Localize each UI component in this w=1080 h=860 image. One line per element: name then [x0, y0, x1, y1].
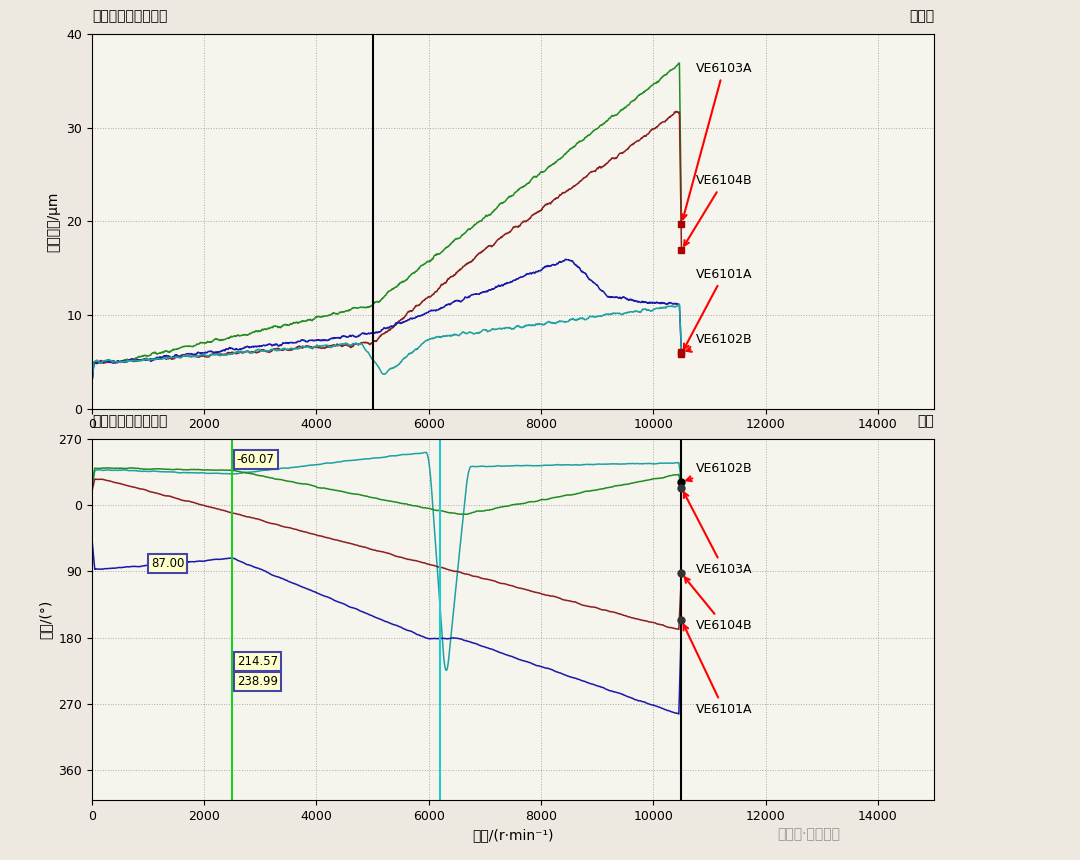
Text: VE6102B: VE6102B: [686, 462, 752, 482]
Text: VE6101A: VE6101A: [684, 267, 752, 349]
Text: VE6103A: VE6103A: [681, 62, 752, 219]
Text: 乙烯装置乙烯压缩机: 乙烯装置乙烯压缩机: [92, 414, 167, 427]
Text: VE6101A: VE6101A: [684, 625, 752, 716]
Y-axis label: 振动位移/μm: 振动位移/μm: [46, 191, 60, 252]
Text: VE6103A: VE6103A: [684, 493, 752, 575]
Text: 87.00: 87.00: [151, 557, 185, 570]
Text: 214.57: 214.57: [237, 654, 278, 667]
Text: 公众号·超级石化: 公众号·超级石化: [778, 827, 840, 841]
Y-axis label: 相位/(°): 相位/(°): [39, 599, 53, 639]
Text: -60.07: -60.07: [237, 452, 274, 466]
Text: 相位: 相位: [917, 414, 934, 427]
Text: VE6104B: VE6104B: [684, 174, 752, 246]
Text: VE6102B: VE6102B: [687, 333, 752, 352]
Text: 乙烯装置乙烯压缩机: 乙烯装置乙烯压缩机: [92, 9, 167, 23]
Text: 通频值: 通频值: [909, 9, 934, 23]
Text: VE6104B: VE6104B: [685, 577, 752, 632]
Text: 238.99: 238.99: [237, 675, 278, 688]
X-axis label: 转速/(r·min⁻¹): 转速/(r·min⁻¹): [472, 828, 554, 842]
